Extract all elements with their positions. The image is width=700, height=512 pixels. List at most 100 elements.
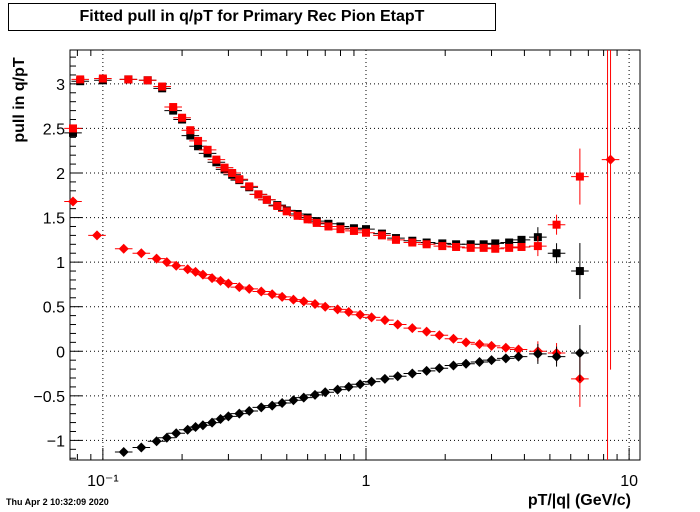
data-point-square [282, 207, 291, 216]
data-point-square [336, 225, 345, 234]
y-tick-label: 2 [56, 166, 65, 183]
x-axis-label: pT/|q| (GeV/c) [527, 492, 631, 509]
y-tick-label: −0.5 [33, 389, 65, 406]
data-point-diamond [392, 319, 403, 330]
data-point-diamond [407, 368, 418, 379]
data-point-square [186, 131, 195, 140]
data-point-diamond [448, 360, 459, 371]
y-tick-label: −1 [47, 433, 65, 450]
data-point-diamond [118, 446, 129, 457]
data-point-diamond [234, 408, 245, 419]
data-point-diamond [461, 337, 472, 348]
data-point-diamond [171, 428, 182, 439]
data-point-diamond [223, 278, 234, 289]
data-point-diamond [379, 373, 390, 384]
data-point-diamond [256, 286, 267, 297]
data-point-diamond [151, 436, 162, 447]
data-point-diamond [486, 340, 497, 351]
data-point-diamond [392, 371, 403, 382]
data-point-diamond [500, 342, 511, 353]
data-point-diamond [320, 387, 331, 398]
data-point-square [422, 240, 431, 249]
data-point-diamond [277, 397, 288, 408]
data-point-square [466, 243, 475, 252]
data-point-square [98, 74, 107, 83]
data-point-diamond [461, 358, 472, 369]
axes: 10⁻¹ 1 10 −1 −0.5 0 0.5 1 1.5 2 2.5 3 [33, 50, 638, 490]
data-point-diamond [355, 309, 366, 320]
data-point-diamond [288, 294, 299, 305]
data-point-square [312, 218, 321, 227]
data-point-diamond [161, 257, 172, 268]
data-point-square [228, 169, 237, 177]
data-point-square [194, 136, 203, 145]
data-point-square [293, 211, 302, 220]
data-point-square [220, 163, 229, 172]
x-tick-label: 10 [620, 473, 638, 490]
data-point-square [158, 82, 167, 91]
data-point-diamond [207, 417, 218, 428]
data-point-diamond [474, 356, 485, 367]
data-point-square [235, 175, 244, 184]
data-point-square [124, 75, 133, 84]
data-point-diamond [256, 402, 267, 413]
data-point-square [69, 124, 78, 133]
data-point-diamond [513, 351, 524, 362]
data-point-square [377, 231, 386, 240]
data-point-diamond [421, 326, 432, 337]
data-point-diamond [298, 296, 309, 307]
data-point-square [438, 242, 447, 251]
data-point-diamond [343, 307, 354, 318]
data-point-diamond [486, 355, 497, 366]
data-point-diamond [244, 283, 255, 294]
data-point-diamond [197, 269, 208, 280]
data-point-diamond [407, 323, 418, 334]
data-point-diamond [332, 304, 343, 315]
data-point-square [186, 126, 195, 135]
data-point-square [452, 242, 461, 251]
y-tick-label: 1.5 [43, 211, 65, 228]
data-point-square [76, 75, 85, 84]
data-point-square [505, 243, 514, 252]
data-point-diamond [171, 260, 182, 271]
data-point-square [303, 215, 312, 224]
x-tick-label: 10⁻¹ [87, 473, 119, 490]
data-point-diamond [190, 422, 201, 433]
data-point-diamond [309, 299, 320, 310]
y-tick-label: 2.5 [43, 121, 65, 138]
data-point-diamond [298, 392, 309, 403]
data-point-diamond [244, 405, 255, 416]
data-point-square [262, 195, 271, 204]
grid-lines [70, 50, 640, 460]
data-point-square [178, 113, 187, 122]
data-point-square [575, 172, 584, 181]
data-point-square [203, 145, 212, 154]
data-point-square [254, 190, 263, 199]
data-point-square [552, 220, 561, 229]
data-point-diamond [136, 248, 147, 259]
data-point-diamond [366, 312, 377, 323]
data-point-square [391, 235, 400, 244]
y-tick-label: 0 [56, 344, 65, 361]
x-tick-label: 1 [362, 473, 371, 490]
data-point-diamond [92, 230, 103, 241]
data-point-diamond [434, 363, 445, 374]
data-point-diamond [421, 365, 432, 376]
y-tick-label: 1 [56, 255, 65, 272]
data-point-square [491, 244, 500, 253]
data-point-diamond [355, 379, 366, 390]
series-1 [64, 74, 589, 257]
data-point-diamond [151, 253, 162, 264]
data-point-square [491, 239, 500, 248]
series-3 [114, 325, 589, 457]
data-point-diamond [343, 381, 354, 392]
data-point-square [273, 201, 282, 210]
data-point-square [143, 76, 152, 85]
data-point-square [517, 235, 526, 244]
data-point-diamond [574, 348, 585, 359]
data-point-square [349, 226, 358, 235]
data-point-diamond [277, 291, 288, 302]
data-point-diamond [332, 384, 343, 395]
data-point-diamond [161, 432, 172, 443]
